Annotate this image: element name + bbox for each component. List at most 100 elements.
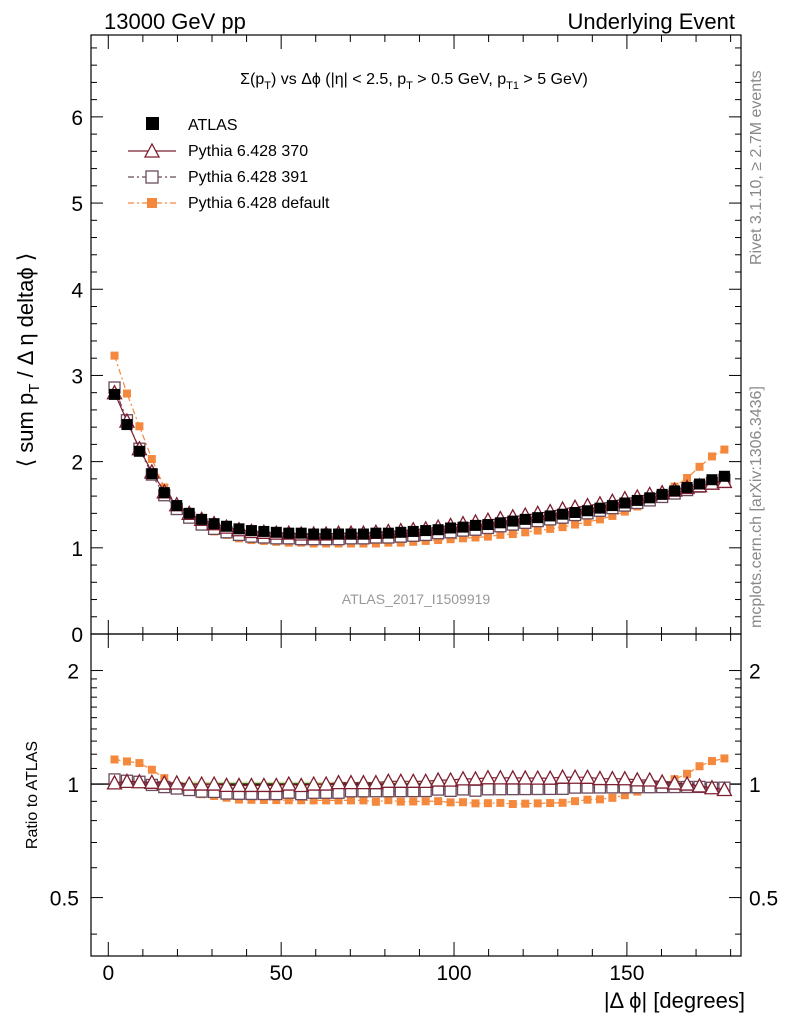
ratio-point-pythia-default: [459, 798, 468, 807]
ratio-y-axis-label: Ratio to ATLAS: [24, 741, 41, 849]
point-pythia-default: [110, 351, 119, 360]
analysis-watermark: ATLAS_2017_I1509919: [342, 591, 491, 607]
point-atlas: [395, 526, 407, 538]
ratio-point-pythia-default: [384, 796, 393, 805]
ratio-point-pythia-370: [629, 771, 646, 787]
ratio-point-pythia-370: [442, 771, 459, 787]
mcplots-side-label: mcplots.cern.ch [arXiv:1306.3436]: [748, 386, 765, 628]
ratio-point-pythia-default: [434, 797, 443, 806]
ratio-point-pythia-default: [608, 793, 617, 802]
point-atlas: [370, 527, 382, 539]
x-tick-label: 50: [269, 962, 292, 985]
point-pythia-default: [147, 455, 156, 464]
ratio-y-tick-label: 2: [67, 661, 79, 684]
point-atlas: [718, 470, 730, 482]
ratio-point-pythia-370: [454, 770, 472, 786]
legend-marker-370: [143, 142, 161, 158]
point-atlas: [196, 513, 208, 525]
ratio-point-pythia-370: [168, 774, 185, 790]
ratio-point-pythia-370: [118, 773, 136, 789]
ratio-point-pythia-default: [483, 799, 492, 808]
main-y-axis-label: ⟨ sum pT / Δ η deltaϕ ⟩: [13, 253, 43, 468]
point-pythia-default: [546, 524, 555, 533]
ratio-point-pythia-370: [243, 777, 260, 793]
ratio-axis-ticks: [91, 634, 741, 956]
point-atlas: [557, 508, 569, 520]
point-atlas: [245, 525, 257, 537]
point-pythia-default: [533, 526, 542, 535]
ratio-point-pythia-default: [396, 797, 405, 806]
ratio-y-tick-label-right: 2: [749, 661, 761, 684]
ratio-point-pythia-370: [666, 774, 683, 790]
point-atlas: [109, 388, 121, 400]
ratio-point-pythia-370: [268, 777, 285, 793]
point-atlas: [133, 445, 145, 457]
ratio-point-pythia-370: [405, 772, 422, 788]
ratio-point-pythia-default: [521, 799, 530, 808]
legend-marker-391: [145, 170, 159, 184]
x-tick-label: 0: [102, 962, 114, 985]
ratio-point-pythia-default: [409, 797, 418, 806]
point-atlas: [507, 515, 519, 527]
main-axis-ticks: [91, 35, 741, 635]
point-atlas: [469, 519, 481, 531]
main-y-tick-label: 1: [71, 538, 83, 561]
ratio-point-pythia-370: [131, 773, 148, 789]
ratio-point-pythia-391: [531, 782, 544, 796]
point-atlas: [357, 528, 369, 540]
ratio-frame: [90, 633, 742, 957]
point-atlas: [221, 520, 233, 532]
point-atlas: [445, 522, 457, 534]
ratio-point-pythia-370: [181, 775, 198, 791]
ratio-point-pythia-370: [504, 769, 521, 785]
ratio-point-pythia-370: [529, 769, 546, 785]
ratio-point-pythia-default: [471, 799, 480, 808]
ratio-point-pythia-370: [691, 777, 708, 793]
main-y-tick-label: 5: [71, 193, 83, 216]
ratio-point-pythia-default: [359, 796, 368, 805]
main-y-tick-label: 6: [71, 107, 83, 130]
point-pythia-default: [122, 389, 131, 398]
x-tick-label: 100: [437, 962, 472, 985]
main-y-tick-label: 4: [71, 279, 83, 302]
point-pythia-default: [608, 511, 617, 520]
ratio-y-tick-label-right: 1: [749, 774, 761, 797]
point-atlas: [706, 474, 718, 486]
point-atlas: [345, 528, 357, 540]
point-atlas: [333, 528, 345, 540]
main-y-tick-label: 2: [71, 452, 83, 475]
x-tick-label: 150: [609, 962, 644, 985]
ratio-series-pythia-370: [106, 768, 733, 797]
ratio-point-pythia-370: [517, 769, 534, 785]
ratio-point-pythia-default: [558, 798, 567, 807]
point-atlas: [569, 506, 581, 518]
point-atlas: [457, 521, 469, 533]
ratio-point-pythia-370: [591, 770, 609, 786]
point-pythia-default: [558, 523, 567, 532]
header-right-label: Underlying Event: [567, 9, 735, 34]
ratio-y-tick-label: 0.5: [50, 888, 79, 911]
legend-label-atlas: ATLAS: [188, 117, 238, 134]
point-atlas: [382, 527, 394, 539]
ratio-point-pythia-default: [371, 797, 380, 806]
ratio-point-pythia-default: [421, 797, 430, 806]
point-pythia-default: [707, 452, 716, 461]
ratio-point-pythia-default: [147, 765, 156, 774]
point-pythia-default: [446, 535, 455, 544]
ratio-x-tick-labels: 0 50 100 150: [102, 962, 644, 985]
ratio-point-pythia-default: [595, 795, 604, 804]
point-atlas: [146, 468, 158, 480]
legend: ATLAS Pythia 6.428 370 Pythia 6.428 391 …: [128, 117, 330, 212]
point-atlas: [594, 502, 606, 514]
ratio-point-pythia-370: [554, 768, 571, 784]
legend-label-default: Pythia 6.428 default: [188, 195, 330, 212]
ratio-point-pythia-default: [347, 796, 355, 805]
ratio-point-pythia-default: [284, 796, 293, 805]
ratio-y-tick-label: 1: [67, 774, 79, 797]
point-pythia-default: [434, 536, 443, 545]
legend-label-370: Pythia 6.428 370: [188, 143, 308, 160]
ratio-point-pythia-default: [309, 796, 318, 805]
ratio-point-pythia-default: [508, 799, 517, 808]
